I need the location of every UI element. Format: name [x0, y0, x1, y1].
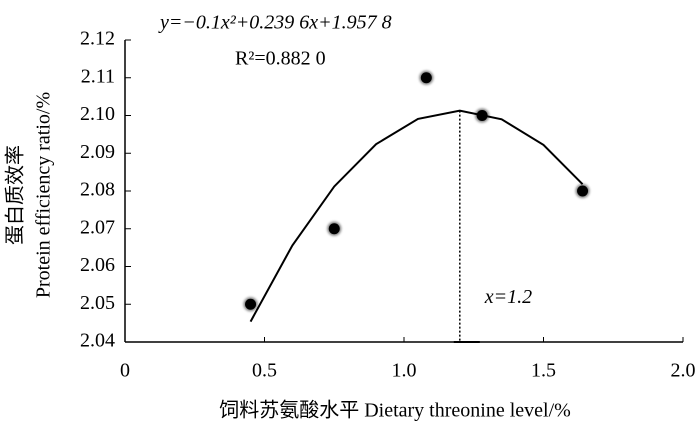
y-tick-label: 2.12: [80, 28, 115, 50]
x-tick-label: 1.5: [531, 360, 556, 382]
x-tick-label: 2.0: [671, 360, 696, 382]
y-tick-label: 2.08: [80, 179, 115, 201]
y-axis-label-en: Protein efficiency ratio/%: [33, 92, 55, 298]
point: [328, 223, 340, 235]
point: [577, 185, 589, 197]
x-axis-label: 饲料苏氨酸水平 Dietary threonine level/%: [219, 399, 571, 422]
point: [476, 110, 488, 121]
point: [245, 298, 257, 310]
r-squared: R²=0.882 0: [235, 48, 326, 70]
point: [420, 72, 432, 84]
y-tick-label: 2.05: [80, 292, 115, 314]
fit-curve: [249, 109, 584, 323]
y-tick-label: 2.09: [80, 141, 115, 163]
y-tick-label: 2.10: [80, 103, 115, 125]
vertex-label: x=1.2: [484, 286, 532, 308]
y-tick-label: 2.06: [80, 254, 115, 276]
x-tick-label: 0.5: [252, 360, 277, 382]
x-tick-label: 0: [120, 360, 130, 382]
y-axis-label-cn: 蛋白质效率: [4, 145, 27, 245]
equation: y=−0.1x²+0.239 6x+1.957 8: [158, 12, 392, 34]
x-tick-label: 1.0: [392, 360, 417, 382]
y-tick-label: 2.04: [80, 330, 115, 352]
y-tick-label: 2.11: [81, 65, 115, 87]
y-tick-label: 2.07: [80, 216, 115, 238]
